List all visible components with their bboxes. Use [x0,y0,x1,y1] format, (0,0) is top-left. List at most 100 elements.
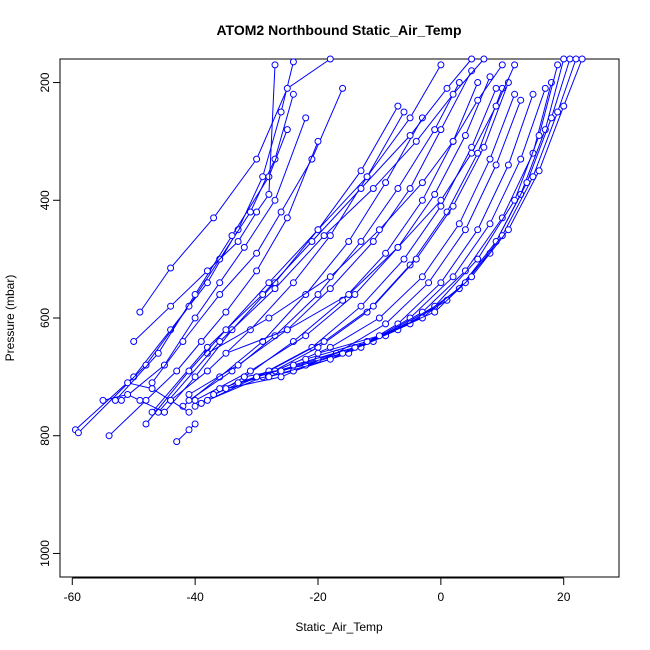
data-point [277,367,285,375]
data-point [326,55,334,63]
y-tick-label: 600 [38,308,52,328]
data-point [572,55,580,63]
data-point [437,196,445,204]
series-27 [222,61,519,357]
data-point [154,349,162,357]
data-point [308,238,316,245]
series-line [139,58,331,313]
data-point [142,420,150,428]
data-point [234,361,242,369]
data-point [203,267,211,275]
data-point [535,167,543,175]
data-point [253,208,261,216]
data-point [283,126,291,134]
data-point [191,373,199,381]
data-point [468,149,476,157]
data-point [529,90,537,98]
data-point [191,291,199,298]
series-25 [302,55,580,363]
data-point [400,108,408,116]
series-34 [124,379,193,416]
series-line [244,88,546,378]
series-15 [203,84,506,404]
data-point [449,202,457,210]
data-point [191,402,199,410]
data-point [185,302,193,310]
data-point [369,185,377,192]
data-point [124,379,132,387]
data-point [363,173,371,181]
data-point [425,279,433,287]
data-point [167,302,175,310]
data-point [437,279,445,287]
series-line [293,58,571,366]
data-point [191,420,199,428]
data-point [461,132,469,139]
data-point [554,108,562,116]
data-point [289,58,297,66]
series-layer [71,55,586,446]
data-point [191,314,199,322]
data-point [375,314,383,322]
data-point [240,373,248,381]
data-point [253,155,261,163]
series-line [108,141,319,437]
data-point [560,102,568,110]
x-tick-label: -40 [186,590,204,604]
data-point [412,137,420,145]
data-point [265,279,273,287]
series-line [225,100,522,390]
data-point [167,396,175,404]
series-line [268,64,559,378]
series-line [151,58,472,413]
series-33 [173,420,199,446]
data-point [369,302,377,310]
data-point [320,338,328,345]
data-point [357,238,365,245]
data-point [382,249,390,257]
series-9 [179,114,426,410]
data-point [253,249,261,257]
data-point [517,155,525,163]
data-point [185,396,193,404]
series-line [127,382,190,413]
data-point [302,114,310,122]
series-28 [203,61,506,357]
data-point [314,291,322,298]
data-point [210,391,218,398]
x-tick-label: -60 [64,590,82,604]
series-line [305,58,577,360]
data-point [461,226,469,234]
data-point [541,84,549,92]
series-line [207,88,503,401]
data-point [302,291,310,298]
data-point [265,173,273,181]
y-axis: 200 400 600 800 1000 [38,72,61,567]
data-point [412,255,420,263]
series-line [213,82,509,395]
data-point [326,285,334,293]
data-point [406,114,414,122]
data-point [511,90,519,98]
data-point [142,361,150,369]
data-point [222,349,230,357]
data-point [357,302,365,310]
data-point [173,367,181,375]
data-point [492,84,500,92]
data-point [480,55,488,63]
data-point [369,238,377,245]
data-point [74,429,82,437]
data-point [504,226,512,234]
data-point [486,155,494,163]
data-point [302,332,310,340]
series-23 [277,55,568,375]
data-point [418,273,426,281]
data-point [511,61,519,69]
data-point [326,273,334,281]
x-tick-label: 20 [557,590,571,604]
series-32 [105,137,322,440]
data-point [443,84,451,92]
data-point [302,355,310,363]
data-point [498,232,506,240]
